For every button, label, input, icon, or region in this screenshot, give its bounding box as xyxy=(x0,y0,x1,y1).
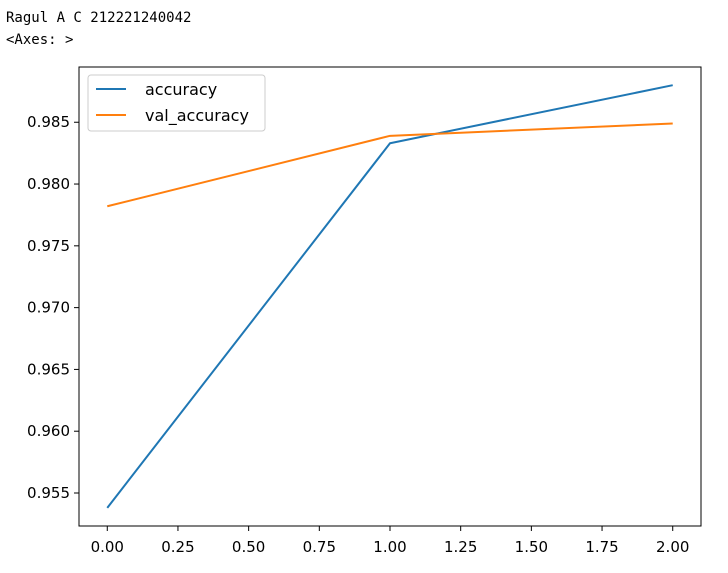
y-tick-label: 0.960 xyxy=(27,422,70,440)
output-text-axes-repr: <Axes: > xyxy=(6,32,74,48)
legend-label: accuracy xyxy=(145,80,217,99)
y-tick-label: 0.975 xyxy=(27,237,70,255)
x-tick-label: 0.00 xyxy=(91,538,124,556)
y-tick-label: 0.970 xyxy=(27,299,70,317)
series-line-val-accuracy xyxy=(107,122,673,208)
plot-frame xyxy=(78,66,702,527)
y-tick-label: 0.965 xyxy=(27,360,70,378)
x-tick-label: 0.75 xyxy=(303,538,336,556)
series-lines xyxy=(106,84,673,509)
x-tick-label: 0.50 xyxy=(232,538,265,556)
axis-ticks: 0.00 0.25 0.50 0.75 1.00 1.25 1.50 1.75 2.00 0.95… xyxy=(27,113,689,556)
legend-box xyxy=(87,74,266,132)
x-tick-label: 1.25 xyxy=(444,538,477,556)
y-tick-label: 0.955 xyxy=(27,484,70,502)
legend-label: val_accuracy xyxy=(145,106,249,126)
x-tick-label: 1.00 xyxy=(373,538,406,556)
series-line-accuracy xyxy=(106,84,673,509)
x-tick-label: 1.75 xyxy=(585,538,618,556)
output-text-name: Ragul A C 212221240042 xyxy=(6,10,192,26)
x-tick-label: 0.25 xyxy=(161,538,194,556)
y-tick-label: 0.985 xyxy=(27,113,70,131)
x-tick-label: 1.50 xyxy=(515,538,548,556)
y-tick-label: 0.980 xyxy=(27,175,70,193)
x-tick-label: 2.00 xyxy=(656,538,689,556)
legend: accuracy val_accuracy xyxy=(87,74,266,132)
